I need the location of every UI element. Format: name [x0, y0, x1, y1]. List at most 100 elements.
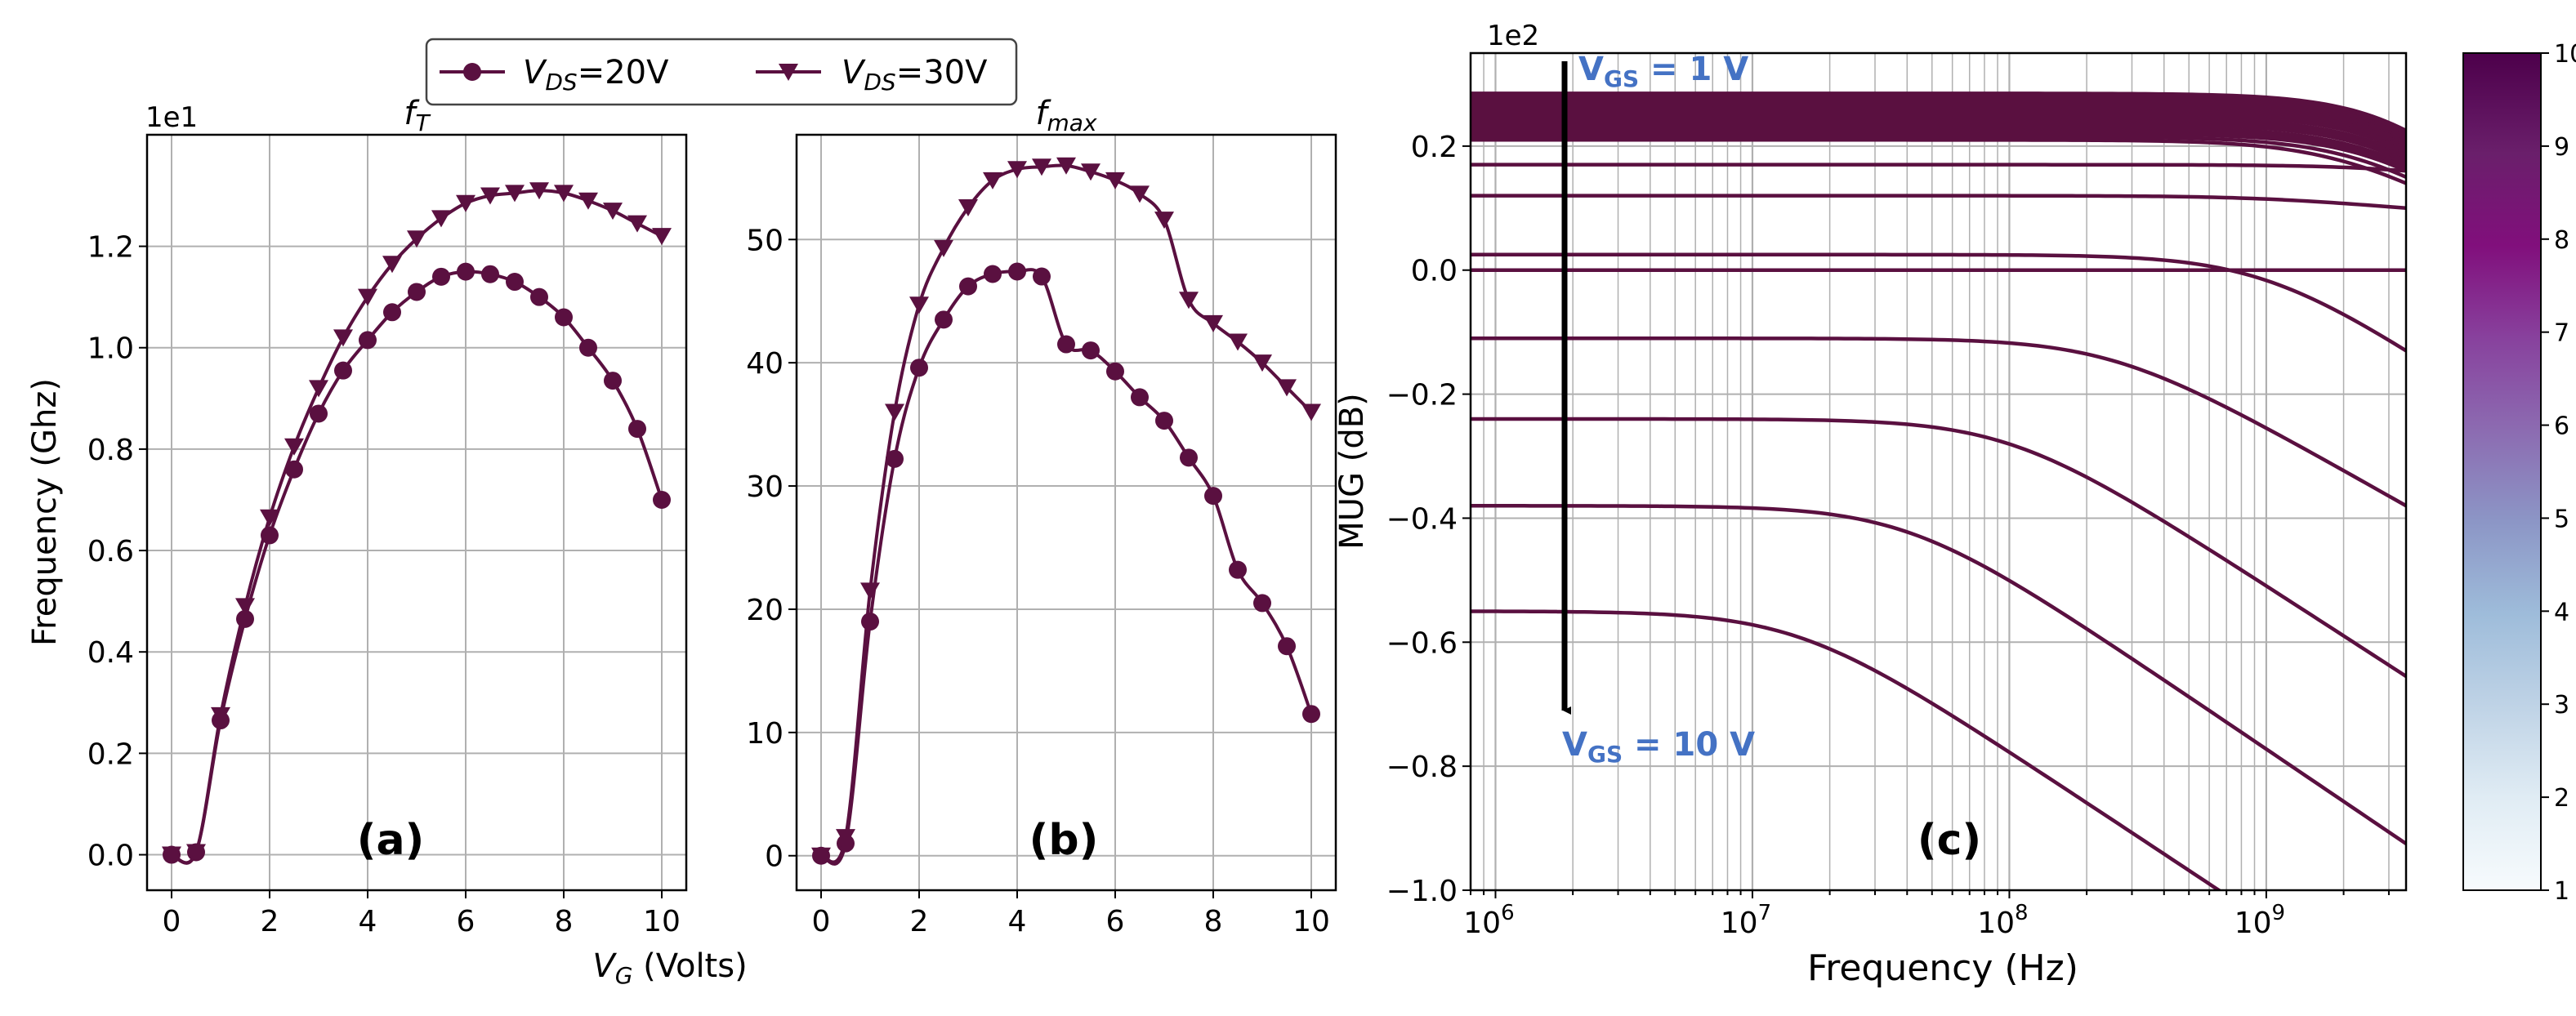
panel-a-ytick-label: 0.4 [87, 636, 134, 670]
panel-b-series-0-point [959, 277, 977, 296]
panel-a-series-1-point [529, 182, 549, 200]
vgs-end-label: VGS = 10 V [1562, 726, 1755, 768]
panel-b-series-1-point [1007, 161, 1027, 179]
panel-b-series-0-point [1106, 362, 1124, 381]
colorbar-gradient [2462, 52, 2542, 891]
panel-a-ytick-label: 0.6 [87, 535, 134, 568]
panel-a-ytick-label: 0.0 [87, 840, 134, 873]
panel-a-xtick-label: 10 [643, 905, 681, 938]
panel-b-series-0-point [1278, 637, 1296, 656]
panel-b-xtick-label: 10 [1292, 905, 1330, 938]
mug-curve [1471, 504, 2406, 845]
panel-a-series-1-point [211, 706, 230, 724]
panel-c-frame [1469, 51, 2408, 892]
panel-a-series-1-point [480, 187, 500, 205]
chart-legend: VDS=20V VDS=30V [425, 38, 1018, 106]
mug-curve [1471, 135, 2406, 179]
panel-b-series-0-point [1204, 487, 1222, 506]
panel-b-series-1-point [1032, 158, 1051, 176]
legend-entry-vds-30v: VDS=30V [756, 54, 988, 96]
panel-a-xtick-label: 4 [359, 905, 377, 938]
mug-curve [1471, 336, 2406, 508]
panel-b-series-0-point [1033, 267, 1051, 286]
panel-b-series-1-point [1203, 314, 1223, 332]
panel-a-series-0-point [310, 404, 328, 423]
colorbar-tick-label: 10 [2554, 40, 2576, 69]
panel-c-curves [1471, 91, 2406, 890]
colorbar-tick-label: 6 [2554, 412, 2569, 441]
mug-curve [1471, 163, 2406, 173]
panel-a-series-0-point [506, 273, 524, 292]
panel-a-series-0-point [359, 331, 377, 350]
panel-b-series-1-point [958, 199, 978, 217]
panel-b-series-1-point [909, 296, 929, 314]
mug-curve [1471, 116, 2406, 158]
panel-a-series-0-point [383, 303, 401, 322]
colorbar-tick-label: 1 [2554, 877, 2569, 906]
mug-curve [1471, 123, 2406, 163]
panel-c-xtick-label: 108 [1977, 901, 2028, 940]
colorbar-tick-label: 9 [2554, 133, 2569, 162]
panel-b-title: fmax [1035, 95, 1097, 136]
panel-c-ytick-label: 0.0 [1411, 255, 1458, 288]
panel-a-series-0-point [628, 420, 646, 439]
panel-b-series-0-point [1082, 341, 1100, 360]
mug-curve [1471, 194, 2406, 211]
mug-curve [1471, 113, 2406, 154]
legend-frame [425, 38, 1018, 106]
panel-b-ytick-label: 10 [746, 717, 784, 751]
mug-curve [1471, 131, 2406, 173]
panel-b-xtick-label: 4 [1008, 905, 1027, 938]
panel-c-xtick-label: 106 [1463, 901, 1514, 940]
panel-a-series-1-point [358, 288, 377, 306]
panel-a-series-1-point [186, 844, 206, 862]
panel-b-grid [797, 135, 1336, 890]
panel-b-series-1-point [983, 172, 1002, 189]
panel-b-ytick-label: 40 [746, 347, 784, 381]
panel-a-xtick-label: 6 [457, 905, 475, 938]
panel-a-ytick-label: 1.0 [87, 332, 134, 366]
panel-a-title: fT [404, 95, 431, 136]
panel-b-series-1-point [1154, 212, 1174, 229]
panel-a-series-1-point [578, 192, 598, 210]
panel-a-offset-text: 1e1 [145, 101, 198, 134]
panel-a-ytick-label: 0.8 [87, 434, 134, 467]
panel-c-ticks: 106 107 108 109 0.2 0.0 −0.2 −0.4 −0.6 −0.8 −1.0 [1386, 131, 2390, 940]
mug-curve [1471, 91, 2406, 132]
panel-c-ytick-label: −0.6 [1386, 626, 1458, 660]
panel-a-series-1-point [456, 194, 475, 212]
panel-a-series-0-point [457, 262, 475, 281]
panel-c-label: (c) [1917, 816, 1981, 865]
mug-curve [1471, 107, 2406, 148]
panel-b-series-1-line [819, 163, 1313, 864]
panel-b-frame [795, 133, 1337, 892]
panel-b-ticks: 0 2 4 6 8 10 0 10 20 30 40 50 [746, 224, 1330, 938]
legend-label-30v: VDS=30V [842, 54, 988, 96]
panel-a-series-0-point [530, 287, 548, 306]
panel-c-xtick-label: 109 [2234, 901, 2285, 940]
panel-a-ylabel: Frequency (Ghz) [26, 378, 64, 646]
panel-a-xlabel: VG (Volts) [592, 947, 747, 989]
panel-b-series-0-point [984, 265, 1002, 283]
panel-a-series-1-point [431, 210, 451, 228]
panel-b-series-1-point [885, 403, 904, 421]
panel-a-series-1-point [260, 509, 279, 527]
panel-b-label: (b) [1029, 816, 1099, 865]
panel-a-series-1-point [235, 598, 255, 616]
colorbar-ticks: 1 2 3 4 5 6 7 8 9 10 [2541, 40, 2576, 906]
panel-a-series-0-point [432, 267, 450, 286]
panel-b-xtick-label: 2 [910, 905, 929, 938]
legend-marker-triangle [779, 64, 798, 81]
panel-a-frame [145, 133, 688, 892]
panel-a-xtick-label: 8 [555, 905, 574, 938]
panel-b-series-1-point [1277, 379, 1297, 397]
colorbar-tick-label: 2 [2554, 784, 2569, 813]
panel-b: 0 2 4 6 8 10 0 10 20 30 40 50 fmax (b) [746, 95, 1337, 938]
panel-a-series-1-point [333, 329, 353, 347]
mug-curve [1471, 138, 2406, 185]
panel-a-series-0-point [653, 490, 671, 509]
panel-b-series-1-point [836, 829, 855, 847]
panel-b-series-0-point [1131, 388, 1149, 407]
mug-curve [1471, 104, 2406, 145]
